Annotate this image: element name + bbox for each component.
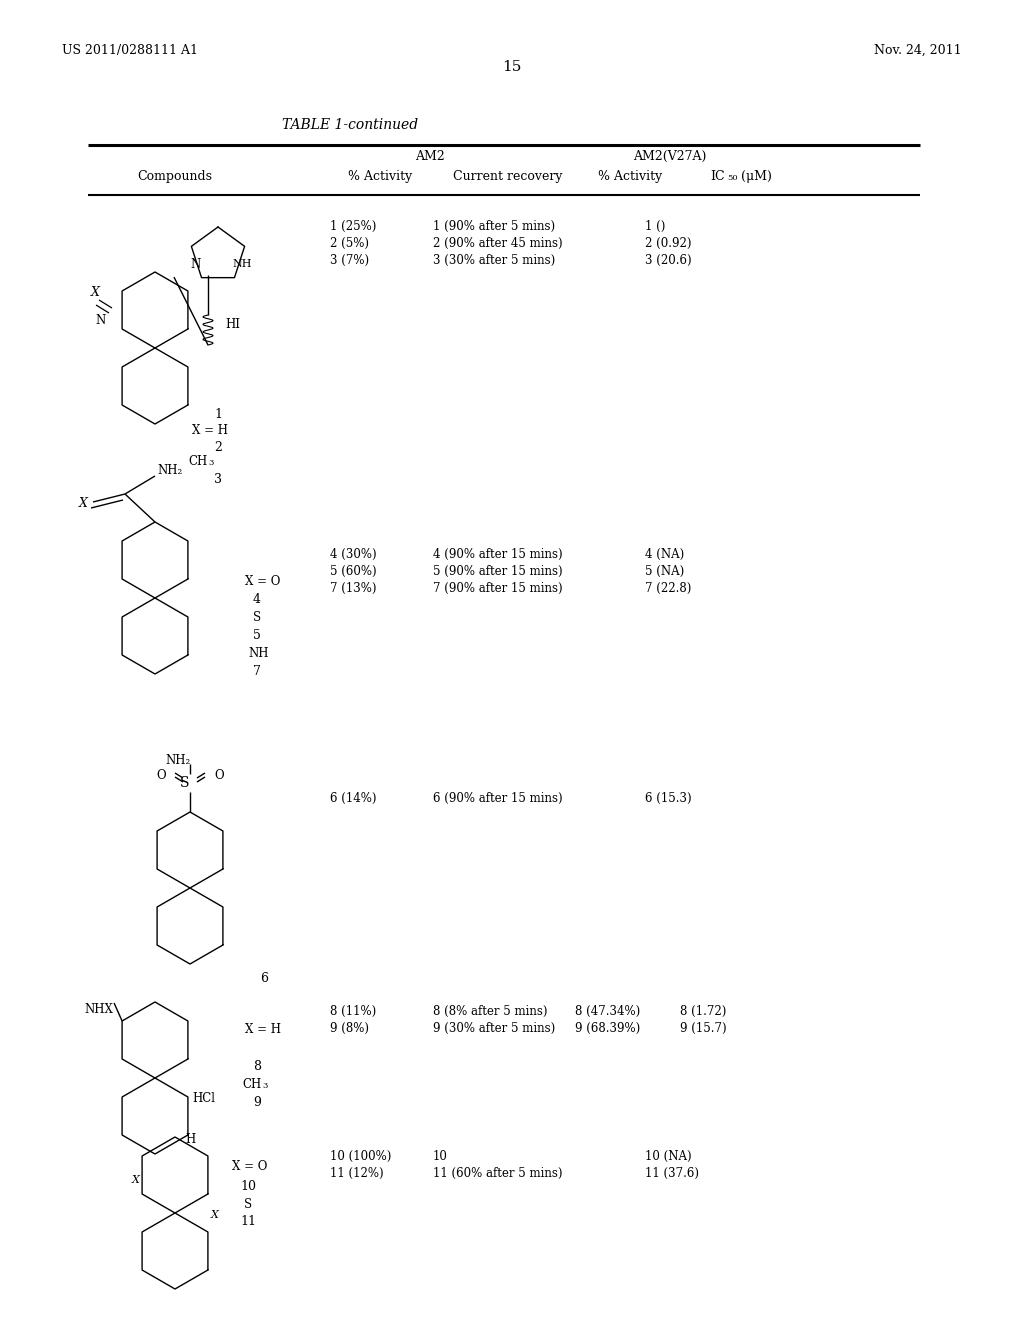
Text: 3 (30% after 5 mins): 3 (30% after 5 mins) [433,253,555,267]
Text: NH: NH [232,259,252,269]
Text: 3: 3 [262,1082,267,1090]
Text: % Activity: % Activity [598,170,663,183]
Text: 9 (8%): 9 (8%) [330,1022,369,1035]
Text: 9 (68.39%): 9 (68.39%) [575,1022,640,1035]
Text: 8 (47.34%): 8 (47.34%) [575,1005,640,1018]
Text: NHX: NHX [84,1003,113,1016]
Text: N: N [190,257,201,271]
Text: HI: HI [225,318,240,331]
Text: 15: 15 [503,59,521,74]
Text: 9 (15.7): 9 (15.7) [680,1022,727,1035]
Text: 4 (30%): 4 (30%) [330,548,377,561]
Text: X: X [211,1210,219,1220]
Text: 6 (14%): 6 (14%) [330,792,377,805]
Text: 5 (60%): 5 (60%) [330,565,377,578]
Text: 4 (90% after 15 mins): 4 (90% after 15 mins) [433,548,562,561]
Text: 3: 3 [208,459,213,467]
Text: 6 (90% after 15 mins): 6 (90% after 15 mins) [433,792,562,805]
Text: 11 (60% after 5 mins): 11 (60% after 5 mins) [433,1167,562,1180]
Text: Compounds: Compounds [137,170,213,183]
Text: AM2(V27A): AM2(V27A) [633,150,707,162]
Text: 11: 11 [240,1214,256,1228]
Text: NH₂: NH₂ [165,754,190,767]
Text: 9: 9 [253,1096,261,1109]
Text: Current recovery: Current recovery [454,170,563,183]
Text: N: N [96,314,106,327]
Text: 4 (NA): 4 (NA) [645,548,684,561]
Text: 6: 6 [260,972,268,985]
Text: AM2: AM2 [415,150,444,162]
Text: 9 (30% after 5 mins): 9 (30% after 5 mins) [433,1022,555,1035]
Text: 4: 4 [253,593,261,606]
Text: (μM): (μM) [737,170,772,183]
Text: 10: 10 [433,1150,447,1163]
Text: 3 (7%): 3 (7%) [330,253,369,267]
Text: 5: 5 [253,630,261,642]
Text: 7 (22.8): 7 (22.8) [645,582,691,595]
Text: NH: NH [248,647,268,660]
Text: 11 (12%): 11 (12%) [330,1167,384,1180]
Text: 50: 50 [727,174,737,182]
Text: X: X [132,1175,140,1185]
Text: NH₂: NH₂ [157,465,182,477]
Text: H: H [185,1133,196,1146]
Text: CH: CH [242,1078,261,1092]
Text: TABLE 1-continued: TABLE 1-continued [282,117,418,132]
Text: X: X [79,498,88,510]
Text: 10: 10 [240,1180,256,1193]
Text: 1 (90% after 5 mins): 1 (90% after 5 mins) [433,220,555,234]
Text: HCl: HCl [193,1092,215,1105]
Text: 5 (NA): 5 (NA) [645,565,684,578]
Text: 8: 8 [253,1060,261,1073]
Text: X = O: X = O [232,1160,267,1173]
Text: 2: 2 [214,441,222,454]
Text: 7 (13%): 7 (13%) [330,582,377,595]
Text: 3: 3 [214,473,222,486]
Text: X: X [90,286,99,300]
Text: 7 (90% after 15 mins): 7 (90% after 15 mins) [433,582,562,595]
Text: 3 (20.6): 3 (20.6) [645,253,691,267]
Text: US 2011/0288111 A1: US 2011/0288111 A1 [62,44,198,57]
Text: S: S [253,611,261,624]
Text: 5 (90% after 15 mins): 5 (90% after 15 mins) [433,565,562,578]
Text: CH: CH [188,455,207,469]
Text: IC: IC [710,170,725,183]
Text: 2 (5%): 2 (5%) [330,238,369,249]
Text: 10 (NA): 10 (NA) [645,1150,691,1163]
Text: X = H: X = H [193,424,228,437]
Text: 1 (): 1 () [645,220,666,234]
Text: S: S [180,776,189,789]
Text: Nov. 24, 2011: Nov. 24, 2011 [874,44,962,57]
Text: S: S [244,1199,252,1210]
Text: 7: 7 [253,665,261,678]
Text: 8 (11%): 8 (11%) [330,1005,376,1018]
Text: 2 (90% after 45 mins): 2 (90% after 45 mins) [433,238,562,249]
Text: 8 (1.72): 8 (1.72) [680,1005,726,1018]
Text: 2 (0.92): 2 (0.92) [645,238,691,249]
Text: X = H: X = H [245,1023,281,1036]
Text: 10 (100%): 10 (100%) [330,1150,391,1163]
Text: O: O [214,770,223,781]
Text: O: O [156,770,166,781]
Text: % Activity: % Activity [348,170,412,183]
Text: 1 (25%): 1 (25%) [330,220,377,234]
Text: 8 (8% after 5 mins): 8 (8% after 5 mins) [433,1005,548,1018]
Text: 1: 1 [214,408,222,421]
Text: X = O: X = O [245,576,281,587]
Text: 11 (37.6): 11 (37.6) [645,1167,699,1180]
Text: 6 (15.3): 6 (15.3) [645,792,691,805]
